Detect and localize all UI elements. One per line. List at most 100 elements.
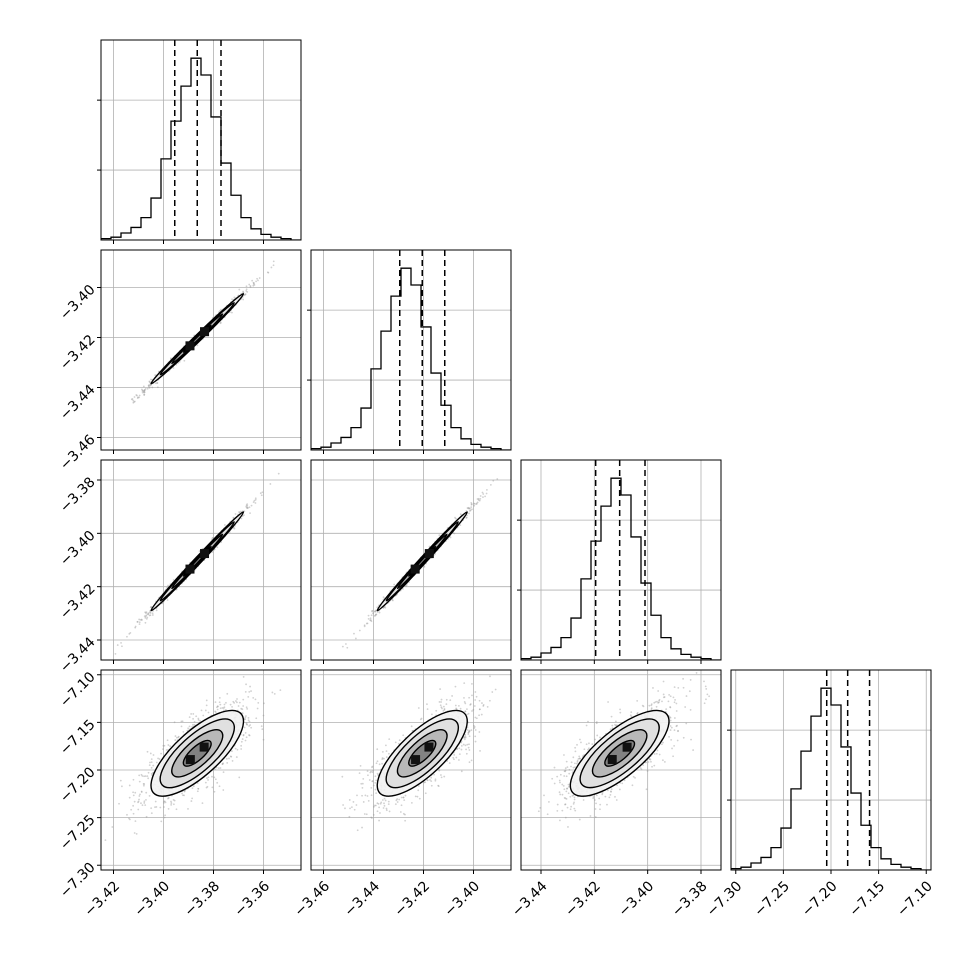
scatter-point	[177, 735, 180, 738]
scatter-point	[476, 501, 479, 504]
scatter-point	[137, 800, 140, 803]
scatter-point	[238, 511, 241, 514]
scatter-point	[246, 291, 249, 293]
corner-plot-panels	[97, 39, 932, 874]
scatter-point	[134, 820, 137, 823]
scatter-point	[473, 726, 476, 728]
histogram-step-1	[311, 267, 511, 450]
scatter-point	[250, 690, 252, 692]
scatter-point	[170, 802, 173, 804]
scatter-point	[141, 775, 144, 777]
scatter-point	[481, 491, 484, 494]
scatter-point	[245, 285, 248, 288]
scatter-point	[163, 806, 165, 808]
scatter-point	[269, 483, 272, 485]
scatter-point	[221, 763, 224, 766]
scatter-point	[149, 761, 151, 764]
scatter-point	[263, 702, 265, 705]
scatter-point	[468, 729, 471, 732]
scatter-point	[137, 801, 139, 804]
scatter-point	[471, 694, 473, 697]
scatter-point	[473, 504, 476, 507]
scatter-point	[213, 776, 216, 779]
scatter-point	[355, 804, 358, 806]
scatter-point	[429, 779, 431, 781]
scatter-point	[254, 502, 257, 504]
scatter-point	[133, 401, 136, 403]
scatter-point	[157, 757, 159, 760]
scatter-point	[220, 308, 222, 311]
scatter-point	[226, 692, 229, 695]
scatter-point	[132, 794, 135, 797]
scatter-point	[132, 401, 135, 404]
scatter-point	[151, 614, 154, 616]
scatter-point	[396, 801, 399, 803]
scatter-point	[249, 685, 251, 688]
scatter-point	[383, 797, 386, 800]
scatter-point	[376, 748, 379, 751]
scatter-point	[464, 735, 467, 738]
scatter-point	[345, 643, 347, 645]
scatter-point	[170, 800, 172, 803]
scatter-point	[248, 283, 251, 286]
contours-2-0	[150, 511, 245, 612]
scatter-point	[144, 621, 147, 624]
histogram-step-0	[101, 57, 301, 240]
scatter-point	[247, 695, 250, 698]
scatter-point	[468, 730, 471, 733]
scatter-point	[267, 271, 270, 274]
scatter-point	[155, 761, 158, 764]
scatter-point	[341, 645, 344, 648]
scatter-point	[240, 744, 243, 747]
scatter-point	[138, 774, 141, 777]
scatter-point	[133, 400, 136, 403]
scatter-point	[394, 803, 397, 806]
scatter-point	[476, 498, 479, 500]
scatter-point	[138, 621, 141, 624]
scatter-point	[132, 804, 135, 807]
scatter-point	[219, 703, 222, 706]
scatter-point	[489, 483, 492, 486]
scatter-point	[215, 766, 218, 769]
scatter-point	[140, 388, 143, 391]
scatter-point	[177, 736, 180, 739]
scatter-point	[366, 622, 369, 625]
scatter-point	[231, 760, 234, 762]
density-core-0	[424, 549, 434, 559]
scatter-point	[156, 386, 159, 389]
scatter-point	[370, 786, 373, 789]
scatter-point	[150, 807, 153, 810]
scatter-point	[197, 787, 200, 790]
scatter-point	[369, 617, 372, 620]
scatter-point	[118, 802, 120, 805]
scatter-point	[492, 479, 495, 482]
scatter-point	[164, 801, 167, 804]
scatter-point	[270, 266, 273, 269]
scatter-point	[473, 705, 476, 707]
scatter-point	[465, 516, 468, 519]
scatter-point	[232, 700, 235, 703]
scatter-point	[468, 507, 471, 510]
scatter-point	[384, 744, 387, 747]
scatter-point	[244, 739, 247, 742]
scatter-point	[378, 763, 381, 766]
scatter-point	[482, 493, 485, 495]
scatter-point	[238, 776, 241, 779]
scatter-point	[154, 800, 157, 803]
scatter-point	[138, 780, 141, 783]
scatter-point	[471, 710, 473, 712]
scatter-point	[485, 492, 488, 495]
scatter-point	[262, 738, 265, 741]
scatter-point	[138, 795, 141, 797]
scatter-point	[245, 288, 248, 291]
scatter-point	[257, 701, 260, 704]
scatter-point	[372, 784, 375, 787]
scatter-point	[464, 733, 467, 736]
scatter-point	[147, 612, 150, 615]
scatter-point	[142, 390, 145, 393]
scatter-point	[468, 735, 471, 738]
density-core-1	[185, 341, 195, 351]
axes-frame-2-2	[520, 459, 722, 661]
scatter-point	[384, 606, 387, 609]
scatter-point	[462, 743, 465, 746]
